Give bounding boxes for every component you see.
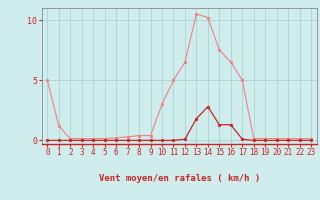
X-axis label: Vent moyen/en rafales ( km/h ): Vent moyen/en rafales ( km/h ) [99, 174, 260, 183]
